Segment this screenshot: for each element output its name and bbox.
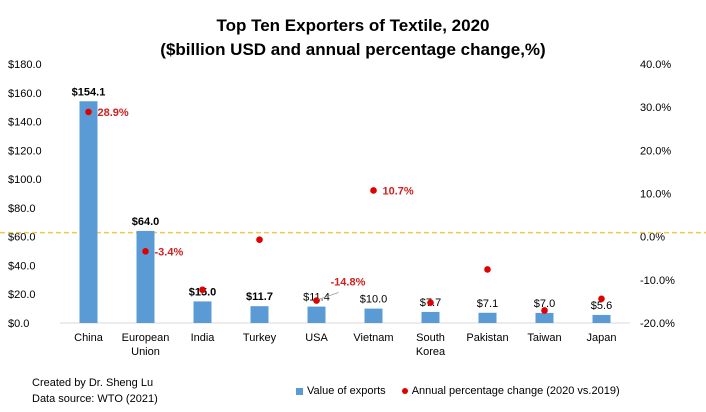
right-axis-tick: -10.0% — [640, 275, 675, 287]
category-label: Korea — [416, 346, 446, 358]
category-label: Japan — [587, 332, 617, 344]
pct-change-dot — [142, 248, 149, 255]
bar-south-korea — [421, 311, 440, 323]
left-axis-tick: $40.0 — [8, 260, 36, 272]
pct-change-dot — [598, 295, 605, 303]
bar-turkey — [250, 306, 269, 323]
bar-european-union — [136, 230, 155, 323]
bar-taiwan — [535, 312, 554, 323]
bar-value-label: $7.1 — [477, 298, 498, 310]
left-axis-tick: $80.0 — [8, 203, 36, 215]
pct-change-dot — [85, 108, 92, 116]
bar-india — [193, 301, 212, 323]
bar-value-label: $64.0 — [132, 216, 160, 228]
chart-subtitle: ($billion USD and annual percentage chan… — [160, 40, 546, 59]
chart-title: Top Ten Exporters of Textile, 2020 — [216, 16, 490, 35]
bar-value-label: $10.0 — [360, 294, 388, 306]
pct-change-label: 10.7% — [383, 185, 414, 197]
right-axis-tick: 30.0% — [640, 102, 671, 114]
category-label: Turkey — [243, 332, 277, 344]
pct-change-dot — [427, 299, 434, 307]
category-label: China — [74, 332, 104, 344]
legend-bar-swatch — [296, 387, 303, 395]
pct-change-dot — [370, 187, 377, 194]
right-axis-tick: -20.0% — [640, 318, 675, 330]
left-axis-tick: $100.0 — [8, 174, 42, 186]
credit-source: Data source: WTO (2021) — [32, 393, 158, 405]
left-axis-tick: $140.0 — [8, 117, 42, 129]
left-axis-tick: $180.0 — [8, 59, 42, 71]
bar-japan — [592, 314, 611, 323]
category-label: South — [416, 332, 445, 344]
bar-value-label: $154.1 — [72, 86, 106, 98]
pct-change-dot — [199, 286, 206, 294]
category-label: Pakistan — [466, 332, 508, 344]
pct-change-label: 28.9% — [98, 107, 129, 119]
bar-value-label: $11.7 — [246, 291, 273, 303]
category-label: India — [191, 332, 216, 344]
bar-value-label: $7.0 — [534, 298, 555, 310]
left-axis-tick: $0.0 — [8, 318, 29, 330]
legend-dot-label: Annual percentage change (2020 vs.2019) — [411, 385, 620, 397]
category-label: Vietnam — [353, 332, 393, 344]
legend: Value of exports Annual percentage chang… — [296, 385, 620, 397]
right-axis-tick: 20.0% — [640, 145, 671, 157]
legend-bar-label: Value of exports — [307, 385, 386, 397]
pct-change-label: -14.8% — [331, 277, 366, 289]
category-label: Taiwan — [527, 332, 561, 344]
pct-change-dot — [541, 307, 548, 314]
left-axis-tick: $160.0 — [8, 88, 42, 100]
credit-author: Created by Dr. Sheng Lu — [32, 377, 154, 389]
bar-china — [79, 101, 98, 324]
category-label: European — [122, 332, 170, 344]
right-axis-tick: 40.0% — [640, 59, 671, 71]
pct-change-dot — [484, 266, 491, 273]
left-axis-tick: $120.0 — [8, 145, 42, 157]
category-label: USA — [305, 332, 328, 344]
bar-usa — [307, 306, 326, 323]
left-axis-tick: $20.0 — [8, 289, 36, 301]
left-axis-tick: $60.0 — [8, 232, 36, 244]
bar-vietnam — [364, 308, 383, 323]
right-axis-tick: 0.0% — [640, 232, 665, 244]
bar-pakistan — [478, 312, 497, 323]
bar-value-label: $5.6 — [591, 300, 612, 312]
pct-change-label: -3.4% — [155, 246, 184, 258]
right-axis-tick: 10.0% — [640, 189, 671, 201]
pct-change-dot — [256, 236, 263, 243]
pct-change-dot — [313, 297, 320, 304]
label-leader-line — [318, 292, 339, 300]
category-label: Union — [131, 346, 160, 358]
legend-dot-swatch — [401, 388, 408, 394]
